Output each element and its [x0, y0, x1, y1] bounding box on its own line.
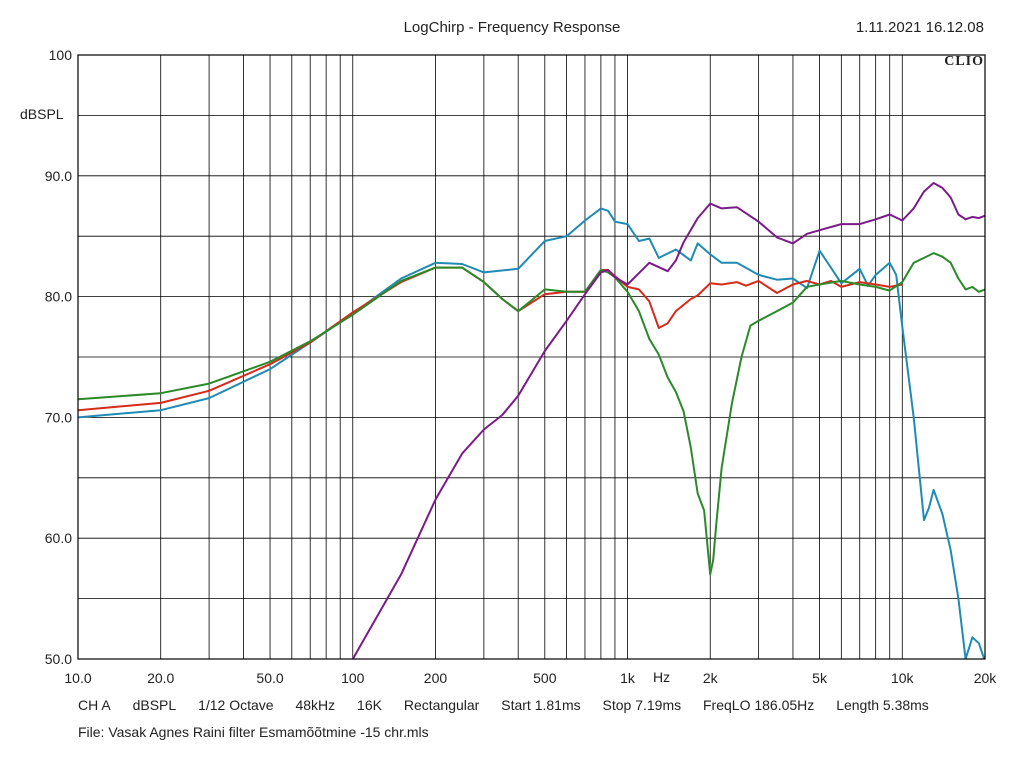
measurement-datetime: 1.11.2021 16.12.08 [855, 19, 984, 36]
grid-layer [77, 54, 986, 660]
measurement-settings-line: CH A dBSPL 1/12 Octave 48kHz 16K Rectang… [78, 697, 947, 713]
start-label: Start 1.81ms [501, 697, 581, 713]
y-tick-label: 100 [49, 47, 73, 63]
y-tick-label: 70.0 [45, 409, 72, 425]
y-axis-unit-label: dBSPL [20, 106, 64, 122]
window-label: Rectangular [403, 697, 480, 713]
series-line-1 [78, 207, 985, 659]
x-tick-label: 1k [620, 670, 636, 686]
x-tick-label: 50.0 [256, 670, 283, 686]
x-tick-label: 20.0 [147, 670, 174, 686]
length-label: Length 5.38ms [836, 697, 929, 713]
freqlo-label: FreqLO 186.05Hz [703, 697, 815, 713]
chart-title: LogChirp - Frequency Response [403, 19, 621, 36]
x-tick-label: 5k [812, 670, 828, 686]
channel-label: CH A [78, 697, 111, 713]
x-axis-unit-label: Hz [653, 669, 671, 685]
x-tick-label: 500 [533, 670, 557, 686]
y-tick-label: 90.0 [45, 168, 72, 184]
curves-layer [78, 182, 985, 659]
ticks-layer: 10.0 20.0 50.0 100 200 500 1k 2k 5k 10k 20k 100 90.0… [45, 47, 998, 686]
x-tick-label: 10.0 [64, 670, 91, 686]
fft-size-label: 16K [357, 697, 382, 713]
clio-logo: CLIO [944, 54, 984, 69]
x-tick-label: 2k [703, 670, 719, 686]
series-line-3 [78, 252, 985, 576]
y-tick-label: 60.0 [45, 530, 72, 546]
unit-label: dBSPL [132, 697, 177, 713]
plot-frame [77, 54, 986, 660]
file-name-label: File: Vasak Agnes Raini filter Esmamõõtm… [78, 724, 429, 740]
y-tick-label: 50.0 [45, 651, 72, 667]
stop-label: Stop 7.19ms [602, 697, 682, 713]
smoothing-label: 1/12 Octave [198, 697, 274, 713]
series-line-4 [351, 182, 985, 659]
x-tick-label: 20k [974, 670, 998, 686]
sample-rate-label: 48kHz [295, 697, 336, 713]
y-tick-label: 80.0 [45, 289, 72, 305]
x-tick-label: 100 [341, 670, 365, 686]
x-tick-label: 10k [891, 670, 915, 686]
x-tick-label: 200 [424, 670, 448, 686]
